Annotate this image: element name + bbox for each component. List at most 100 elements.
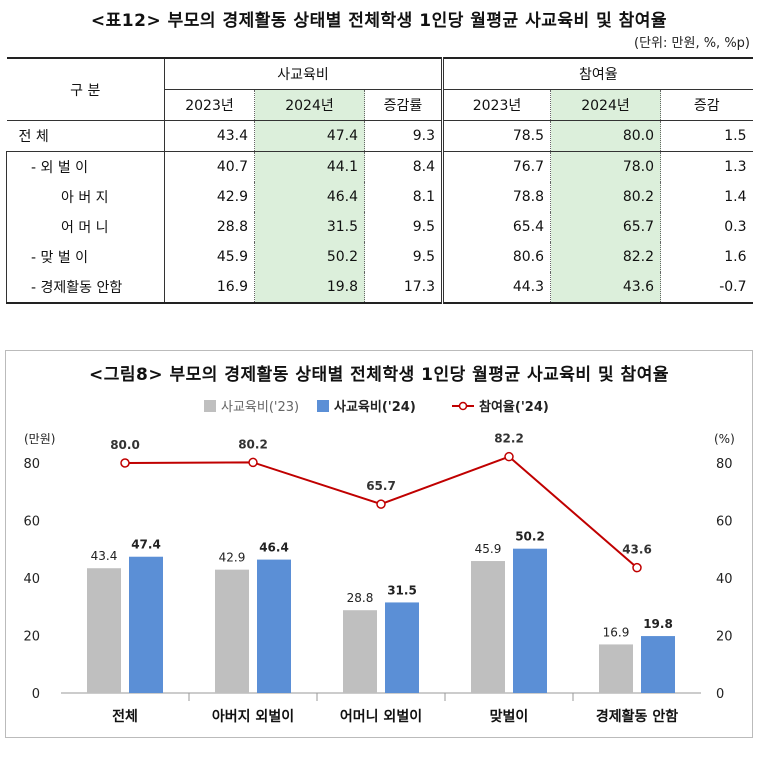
cell-value: 43.4 bbox=[164, 120, 255, 152]
y-left-tick-label: 80 bbox=[23, 457, 40, 472]
cell-value: 31.5 bbox=[254, 212, 365, 242]
table-row: 전 체 43.4 47.4 9.3 78.5 80.0 1.5 bbox=[6, 120, 753, 152]
x-tick-label: 경제활동 안함 bbox=[596, 708, 678, 725]
group-header-cost: 사교육비 bbox=[164, 57, 443, 90]
table-title: <표12> 부모의 경제활동 상태별 전체학생 1인당 월평균 사교육비 및 참… bbox=[90, 11, 668, 31]
bar-data-label: 50.2 bbox=[515, 530, 545, 544]
bar-data-label: 16.9 bbox=[603, 625, 630, 639]
legend-label: 참여율('24) bbox=[479, 399, 549, 415]
cell-value: 78.8 bbox=[441, 182, 551, 212]
line-data-label: 80.0 bbox=[110, 438, 140, 452]
cell-value: 44.3 bbox=[441, 272, 551, 303]
row-label: - 경제활동 안함 bbox=[6, 272, 165, 303]
row-label: 어 머 니 bbox=[6, 212, 165, 242]
cell-value: 82.2 bbox=[550, 242, 661, 272]
col-header: 증감 bbox=[659, 89, 753, 121]
cell-value: 0.3 bbox=[659, 212, 753, 242]
line-data-label: 80.2 bbox=[238, 437, 268, 451]
row-label: - 외 벌 이 bbox=[6, 151, 165, 182]
legend-swatch bbox=[204, 400, 216, 412]
table-unit: (단위: 만원, %, %p) bbox=[634, 36, 750, 51]
line-point bbox=[248, 457, 258, 468]
bar-data-label: 19.8 bbox=[643, 617, 673, 631]
cell-value: 78.0 bbox=[550, 151, 661, 182]
y-right-tick-label: 60 bbox=[716, 515, 733, 530]
cell-value: 76.7 bbox=[441, 151, 551, 182]
y-axis-right-label: (%) bbox=[714, 432, 735, 446]
table-row: - 맞 벌 이 45.9 50.2 9.5 80.6 82.2 1.6 bbox=[6, 242, 753, 272]
cell-value: 65.4 bbox=[441, 212, 551, 242]
table-header-row-1: 구 분 사교육비 참여율 bbox=[6, 57, 753, 121]
cell-value: 1.3 bbox=[659, 151, 753, 182]
x-tick-label: 어머니 외벌이 bbox=[340, 708, 422, 725]
cell-value: 1.6 bbox=[659, 242, 753, 272]
y-right-tick-label: 0 bbox=[716, 687, 724, 702]
line-data-label: 82.2 bbox=[494, 432, 524, 446]
legend-marker bbox=[458, 401, 468, 411]
bar-data-label: 28.8 bbox=[347, 591, 374, 605]
legend-swatch bbox=[317, 400, 329, 412]
y-left-tick-label: 0 bbox=[32, 687, 40, 702]
table-row: 어 머 니 28.8 31.5 9.5 65.4 65.7 0.3 bbox=[6, 212, 753, 242]
cell-value: 1.4 bbox=[659, 182, 753, 212]
bar bbox=[471, 561, 505, 693]
bar-data-label: 43.4 bbox=[91, 549, 118, 563]
legend-label: 사교육비('24) bbox=[334, 399, 416, 415]
cell-value: 17.3 bbox=[364, 272, 443, 303]
cell-value: 16.9 bbox=[164, 272, 255, 303]
line-series bbox=[124, 455, 638, 569]
bar bbox=[215, 569, 249, 693]
cell-value: 44.1 bbox=[254, 151, 365, 182]
line-point bbox=[376, 499, 386, 509]
cell-value: 65.7 bbox=[550, 212, 661, 242]
chart-title: <그림8> 부모의 경제활동 상태별 전체학생 1인당 월평균 사교육비 및 참… bbox=[89, 365, 669, 385]
y-left-tick-label: 40 bbox=[23, 572, 40, 587]
cell-value: 80.6 bbox=[441, 242, 551, 272]
row-label: - 맞 벌 이 bbox=[6, 242, 165, 272]
cell-value: 45.9 bbox=[164, 242, 255, 272]
bar bbox=[257, 559, 291, 693]
stats-table: 구 분 사교육비 참여율 2023년 2024년 증감률 2023년 2024년… bbox=[6, 57, 753, 304]
y-right-tick-label: 80 bbox=[716, 457, 733, 472]
bar-data-label: 45.9 bbox=[475, 542, 502, 556]
bar bbox=[641, 636, 675, 693]
col-header: 2023년 bbox=[441, 89, 551, 121]
col-header: 2024년 bbox=[550, 89, 661, 121]
bar-data-label: 46.4 bbox=[259, 541, 289, 555]
table-row: - 외 벌 이 40.7 44.1 8.4 76.7 78.0 1.3 bbox=[6, 151, 753, 182]
cell-value: 9.5 bbox=[364, 212, 443, 242]
row-label: 전 체 bbox=[18, 129, 49, 145]
row-header-cell: 구 분 bbox=[6, 57, 165, 121]
col-header: 2024년 bbox=[254, 89, 365, 121]
y-left-tick-label: 20 bbox=[23, 630, 40, 645]
cell-value: 40.7 bbox=[164, 151, 255, 182]
x-tick-label: 전체 bbox=[112, 708, 138, 725]
table-header-row-2: 2023년 2024년 증감률 2023년 2024년 증감 bbox=[7, 89, 753, 121]
bar-data-label: 42.9 bbox=[219, 551, 246, 565]
cell-value: 47.4 bbox=[254, 120, 365, 152]
cell-value: 43.6 bbox=[550, 272, 661, 303]
cell-value: 19.8 bbox=[254, 272, 365, 303]
bar bbox=[129, 556, 163, 693]
cell-value: 80.0 bbox=[550, 120, 661, 152]
cell-value: 8.1 bbox=[364, 182, 443, 212]
table-row: - 경제활동 안함 16.9 19.8 17.3 44.3 43.6 -0.7 bbox=[6, 272, 753, 303]
cell-value: 9.3 bbox=[364, 120, 443, 152]
cell-value: 50.2 bbox=[254, 242, 365, 272]
table-row: 아 버 지 42.9 46.4 8.1 78.8 80.2 1.4 bbox=[6, 182, 753, 212]
cell-value: 78.5 bbox=[441, 120, 551, 152]
x-tick-label: 맞벌이 bbox=[490, 708, 529, 725]
line-data-label: 65.7 bbox=[366, 479, 396, 493]
cell-value: 42.9 bbox=[164, 182, 255, 212]
y-right-tick-label: 40 bbox=[716, 572, 733, 587]
cell-value: 8.4 bbox=[364, 151, 443, 182]
bar bbox=[87, 568, 121, 693]
bar-data-label: 47.4 bbox=[131, 538, 161, 552]
cell-value: 80.2 bbox=[550, 182, 661, 212]
bar bbox=[343, 610, 377, 693]
bar bbox=[599, 644, 633, 693]
cell-value: 28.8 bbox=[164, 212, 255, 242]
legend-label: 사교육비('23) bbox=[221, 400, 299, 415]
line-point bbox=[632, 562, 642, 573]
cell-value: 1.5 bbox=[659, 120, 753, 152]
